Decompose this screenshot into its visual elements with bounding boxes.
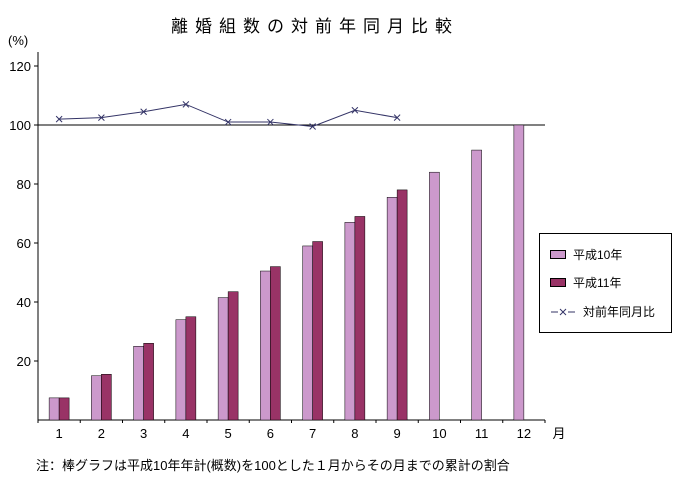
bar-heisei11-m8 [354, 216, 366, 421]
x-tick-label: 4 [182, 426, 189, 441]
y-tick-label: 60 [17, 236, 31, 251]
x-tick-label: 9 [394, 426, 401, 441]
legend-item-heisei11: 平成11年 [550, 274, 671, 291]
x-marker [98, 114, 105, 121]
x-marker [55, 115, 63, 123]
legend: 平成10年 平成11年 対前年同月比 [539, 233, 672, 333]
x-marker [309, 123, 316, 130]
x-marker [182, 100, 190, 108]
x-axis-title: 月 [552, 426, 565, 441]
chart-title: 離婚組数の対前年同月比較 [171, 17, 459, 36]
bar-heisei10-m6 [260, 270, 271, 421]
bar-heisei11-m5 [227, 291, 239, 421]
x-marker [267, 118, 274, 126]
x-marker [140, 108, 147, 116]
bar-heisei10-m2 [91, 375, 102, 421]
y-tick-label: 100 [9, 118, 31, 133]
y-tick-label: 40 [17, 295, 31, 310]
legend-label-ratio: 対前年同月比 [583, 305, 656, 320]
legend-label-heisei11: 平成11年 [573, 276, 622, 291]
x-tick-label: 12 [517, 426, 531, 441]
bar-heisei10-m4 [175, 319, 187, 421]
bar-heisei10-m12 [513, 124, 525, 421]
x-tick-label: 3 [140, 426, 147, 441]
x-marker [393, 114, 401, 121]
bar-heisei11-m7 [312, 241, 323, 421]
legend-item-heisei10: 平成10年 [550, 246, 671, 263]
x-tick-label: 8 [351, 426, 358, 441]
bar-heisei10-m9 [386, 197, 398, 421]
bar-heisei11-m2 [101, 374, 112, 421]
legend-swatch-h11 [550, 278, 566, 288]
bar-heisei11-m6 [270, 266, 281, 421]
legend-label-heisei10: 平成10年 [573, 247, 623, 262]
x-marker [351, 106, 359, 114]
bar-heisei11-m9 [396, 189, 408, 421]
bar-heisei11-m4 [185, 316, 197, 421]
bar-heisei11-m1 [58, 397, 70, 421]
x-tick-label: 11 [475, 426, 489, 441]
bar-heisei10-m3 [133, 346, 144, 421]
y-tick-label: 20 [17, 354, 31, 369]
legend-swatch-h10 [550, 249, 566, 259]
x-marker [224, 118, 232, 126]
bar-heisei10-m11 [471, 149, 482, 421]
bar-heisei10-m8 [344, 222, 356, 421]
bar-heisei10-m10 [429, 171, 440, 421]
legend-item-ratio: 対前年同月比 [550, 303, 671, 320]
bar-heisei10-m7 [302, 245, 313, 421]
x-tick-label: 7 [309, 426, 316, 441]
line-marker-icon [551, 308, 575, 315]
x-tick-label: 2 [98, 426, 105, 441]
x-tick-label: 1 [56, 426, 63, 441]
y-tick-label: 120 [9, 59, 31, 74]
x-tick-label: 10 [432, 426, 446, 441]
y-tick-label: 80 [17, 177, 31, 192]
y-axis-unit-label: (%) [8, 33, 29, 48]
footnote: 注：棒グラフは平成10年年計(概数)を100とした１月からその月までの累計の割合 [36, 458, 510, 473]
bar-heisei11-m3 [143, 343, 154, 421]
ratio-line [59, 103, 398, 127]
x-tick-label: 5 [225, 426, 232, 441]
bar-heisei10-m1 [48, 397, 60, 421]
x-tick-label: 6 [267, 426, 274, 441]
bar-heisei10-m5 [217, 297, 229, 421]
